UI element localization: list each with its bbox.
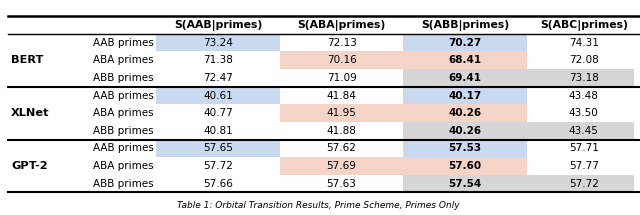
Text: 72.13: 72.13 [326,38,356,48]
Text: 40.77: 40.77 [204,108,233,118]
Bar [527,122,640,140]
Bar [403,175,527,192]
Text: 68.41: 68.41 [449,55,481,65]
Text: ABA primes: ABA primes [93,55,154,65]
Text: 57.77: 57.77 [569,161,598,171]
Text: 57.69: 57.69 [326,161,356,171]
Text: 57.62: 57.62 [326,143,356,153]
Text: S(ABB|primes): S(ABB|primes) [421,20,509,31]
Text: ABA primes: ABA primes [93,161,154,171]
Text: 41.88: 41.88 [326,126,356,136]
Text: 43.50: 43.50 [569,108,598,118]
Text: Table 1: Orbital Transition Results, Prime Scheme, Primes Only: Table 1: Orbital Transition Results, Pri… [177,201,459,210]
Text: 73.18: 73.18 [569,73,598,83]
Text: 40.26: 40.26 [449,126,481,136]
Text: 71.09: 71.09 [327,73,356,83]
Text: 72.47: 72.47 [204,73,233,83]
Text: AAB primes: AAB primes [93,143,154,153]
Bar [403,140,527,157]
Text: 70.27: 70.27 [449,38,482,48]
Text: 40.17: 40.17 [449,91,482,100]
Bar [403,104,527,122]
Bar [403,157,527,175]
Text: 40.81: 40.81 [204,126,233,136]
Text: 72.08: 72.08 [569,55,598,65]
Text: 57.54: 57.54 [449,179,482,189]
Text: ABA primes: ABA primes [93,108,154,118]
Bar [403,34,527,51]
Text: 71.38: 71.38 [204,55,233,65]
Text: 57.60: 57.60 [449,161,481,171]
Bar [156,87,280,104]
Bar [156,34,280,51]
Bar [403,122,527,140]
Text: XLNet: XLNet [11,108,49,118]
Text: AAB primes: AAB primes [93,91,154,100]
Text: AAB primes: AAB primes [93,38,154,48]
Text: 40.26: 40.26 [449,108,481,118]
Text: 69.41: 69.41 [449,73,481,83]
Text: S(ABA|primes): S(ABA|primes) [298,20,386,31]
Bar [156,140,280,157]
Text: ABB primes: ABB primes [93,73,154,83]
Bar [527,175,640,192]
Bar [403,69,527,87]
Text: S(ABC|primes): S(ABC|primes) [540,20,628,31]
Text: 57.71: 57.71 [569,143,598,153]
Text: 41.95: 41.95 [326,108,356,118]
Text: 73.24: 73.24 [204,38,233,48]
Bar [527,69,640,87]
Text: 43.48: 43.48 [569,91,598,100]
Bar [403,51,527,69]
Text: S(AAB|primes): S(AAB|primes) [174,20,262,31]
Text: GPT-2: GPT-2 [11,161,47,171]
Bar [280,104,403,122]
Text: 57.63: 57.63 [326,179,356,189]
Text: 41.84: 41.84 [326,91,356,100]
Text: ABB primes: ABB primes [93,126,154,136]
Text: 57.53: 57.53 [449,143,481,153]
Bar [280,51,403,69]
Text: 40.61: 40.61 [204,91,233,100]
Bar [403,87,527,104]
Text: 70.16: 70.16 [327,55,356,65]
Text: 57.72: 57.72 [569,179,598,189]
Text: ABB primes: ABB primes [93,179,154,189]
Text: 57.65: 57.65 [204,143,233,153]
Text: 74.31: 74.31 [569,38,598,48]
Text: 57.72: 57.72 [204,161,233,171]
Bar [280,157,403,175]
Text: 57.66: 57.66 [204,179,233,189]
Text: 43.45: 43.45 [569,126,598,136]
Text: BERT: BERT [11,55,44,65]
